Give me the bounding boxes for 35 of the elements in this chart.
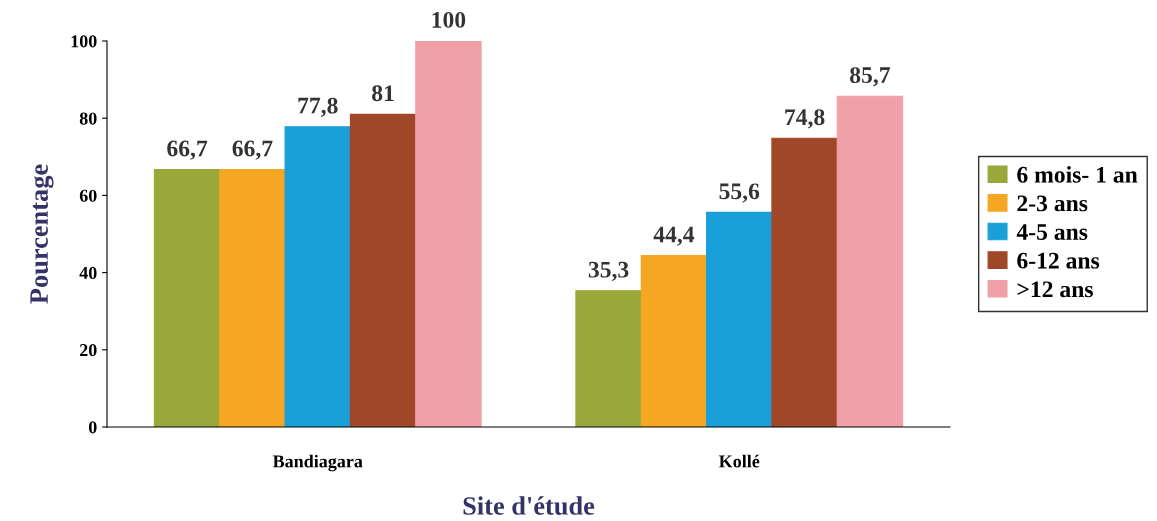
legend-label: 6-12 ans [1017, 252, 1100, 269]
bar [836, 95, 904, 427]
bar [153, 168, 221, 427]
bar [706, 211, 773, 427]
y-tick-label: 0 [88, 421, 97, 434]
data-label: 44,4 [653, 226, 695, 246]
bar [415, 41, 482, 427]
bar [575, 290, 642, 427]
x-tick-label: Kollé [719, 454, 760, 468]
y-tick-label: 20 [79, 344, 97, 357]
data-label: 81 [372, 85, 394, 102]
data-label: 77,8 [298, 97, 338, 117]
legend-label: >12 ans [1017, 281, 1093, 298]
y-tick-label: 40 [79, 266, 97, 280]
bar [771, 137, 838, 427]
bar [284, 126, 351, 427]
x-tick-label: Bandiagara [272, 454, 363, 472]
data-label: 66,7 [167, 140, 208, 160]
data-label: 35,3 [588, 261, 629, 282]
legend-label: 2-3 ans [1017, 195, 1088, 212]
y-tick-label: 60 [79, 189, 97, 202]
legend-label: 4-5 ans [1016, 224, 1088, 240]
y-axis-title: Pourcentage [30, 164, 54, 304]
y-tick-label: 100 [71, 35, 97, 48]
x-axis-title: Site d'étude [463, 496, 595, 515]
bar [219, 168, 286, 427]
data-label: 66,7 [232, 140, 273, 160]
y-tick-label: 80 [79, 112, 97, 125]
legend-label: 6 mois- 1 an [1017, 166, 1138, 183]
data-label: 85,7 [850, 67, 890, 87]
data-label: 55,6 [719, 183, 760, 203]
bar [640, 255, 708, 427]
data-label: 100 [432, 11, 466, 28]
bar [349, 113, 417, 427]
data-label: 74,8 [785, 109, 825, 129]
